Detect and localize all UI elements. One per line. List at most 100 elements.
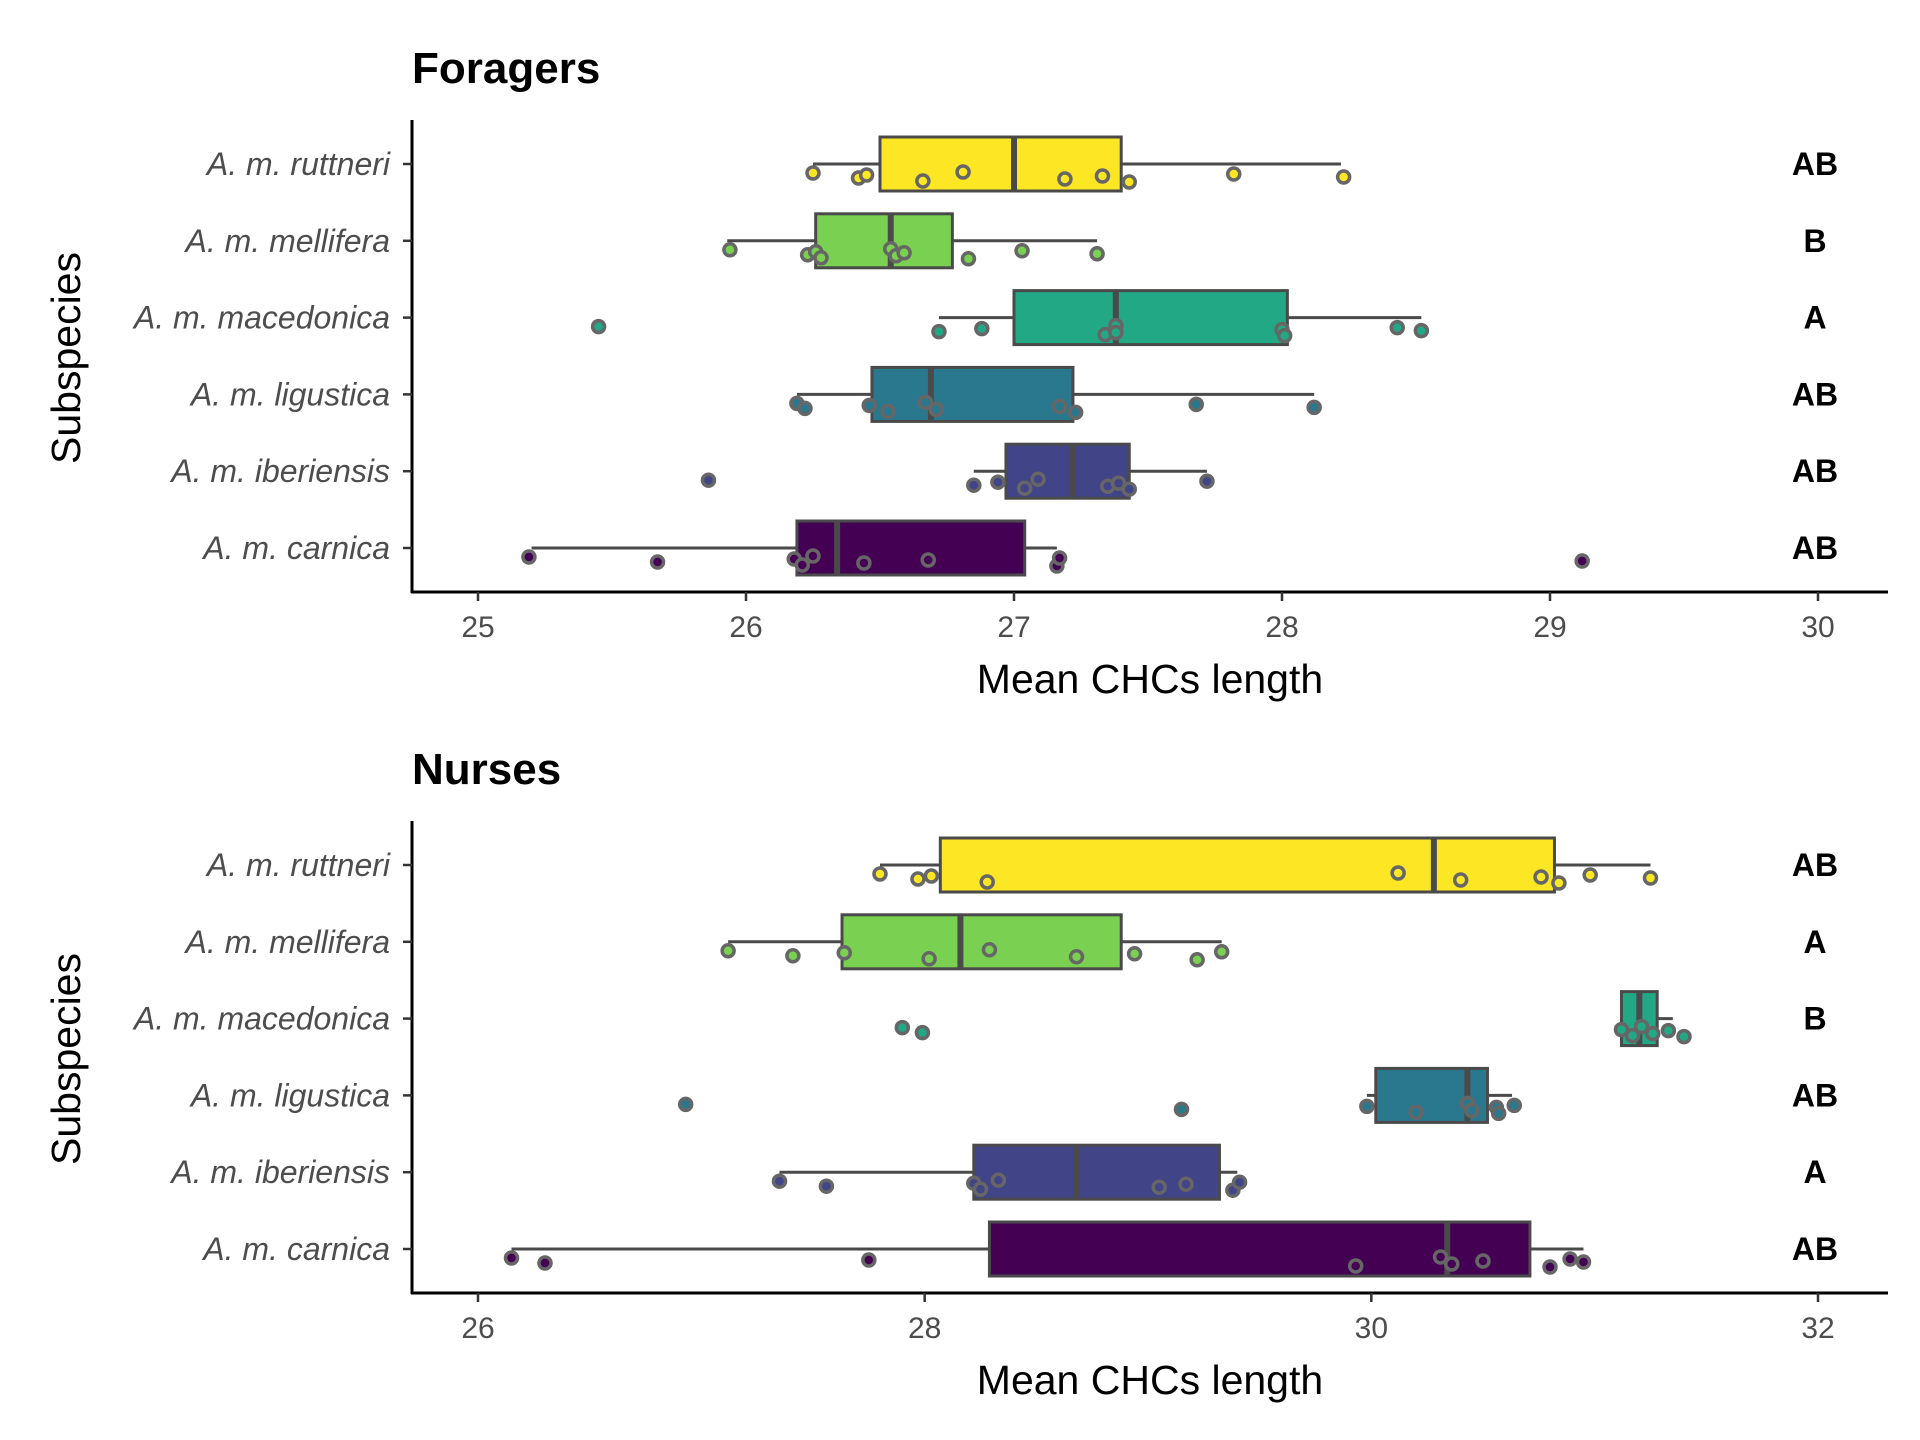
foragers-data-point: [1335, 169, 1352, 185]
foragers-significance-letter: AB: [1792, 453, 1838, 489]
foragers-data-point: [974, 320, 990, 337]
nurses-data-point: [771, 1173, 788, 1189]
foragers-category-label: A. m. mellifera: [184, 223, 390, 259]
foragers-data-point: [1094, 168, 1111, 184]
nurses-panel-title: Nurses: [412, 745, 561, 794]
nurses-data-point: [1676, 1028, 1692, 1045]
nurses-category-label: A. m. carnica: [201, 1231, 390, 1267]
nurses-x-tick-label: 32: [1801, 1312, 1834, 1345]
nurses-data-point: [1359, 1098, 1375, 1115]
nurses-data-point: [720, 943, 736, 959]
foragers-x-tick-label: 30: [1801, 611, 1834, 644]
foragers-data-point: [1089, 246, 1105, 262]
nurses-y-axis-label: Subspecies: [43, 953, 89, 1165]
nurses-data-point: [861, 1252, 877, 1268]
nurses-data-point: [1575, 1254, 1592, 1270]
nurses-data-point: [1660, 1022, 1677, 1039]
foragers-box: [795, 519, 1027, 577]
foragers-x-axis-label: Mean CHCs length: [977, 656, 1323, 702]
nurses-data-point: [1506, 1097, 1523, 1114]
nurses-data-point: [990, 1172, 1007, 1188]
nurses-data-point: [1551, 875, 1567, 891]
foragers-data-point: [1413, 322, 1430, 339]
nurses-data-point: [836, 945, 853, 961]
nurses-data-point: [1151, 1179, 1167, 1195]
nurses-data-point: [1068, 949, 1085, 965]
nurses-data-point: [1582, 867, 1598, 883]
nurses-data-point: [1408, 1104, 1424, 1121]
nurses-data-point: [1624, 1027, 1641, 1044]
nurses-x-tick-label: 30: [1355, 1312, 1388, 1345]
nurses-data-point: [1432, 1249, 1449, 1265]
nurses-data-point: [1390, 865, 1406, 881]
nurses-x-axis-label: Mean CHCs length: [977, 1357, 1323, 1403]
foragers-significance-letter: AB: [1792, 530, 1838, 566]
nurses-data-point: [1475, 1253, 1491, 1269]
nurses-category-label: A. m. mellifera: [184, 924, 390, 960]
nurses-data-point: [1347, 1258, 1364, 1274]
nurses-box: [938, 836, 1556, 894]
nurses-data-point: [981, 942, 998, 958]
nurses-box: [972, 1143, 1221, 1201]
foragers-data-point: [1121, 174, 1137, 190]
nurses-data-point: [1490, 1105, 1507, 1122]
nurses-data-point: [910, 871, 926, 887]
foragers-data-point: [1188, 396, 1204, 413]
nurses-data-point: [872, 866, 888, 882]
foragers-x-tick-label: 29: [1533, 611, 1566, 644]
nurses-significance-letter: AB: [1792, 1077, 1838, 1113]
foragers-data-point: [955, 164, 971, 180]
foragers-data-point: [649, 554, 666, 570]
foragers-data-point: [1226, 166, 1242, 182]
foragers-data-point: [1199, 473, 1215, 489]
nurses-data-point: [503, 1250, 520, 1266]
nurses-data-point: [1231, 1174, 1248, 1190]
foragers-box: [878, 135, 1123, 193]
foragers-data-point: [1030, 471, 1046, 487]
nurses-data-point: [1213, 944, 1230, 960]
nurses-x-tick-label: 26: [461, 1312, 494, 1345]
foragers-data-point: [990, 474, 1006, 490]
foragers-data-point: [1014, 243, 1030, 259]
nurses-data-point: [1542, 1259, 1558, 1275]
foragers-panel: Foragers Mean CHCs length Subspecies 25 2…: [43, 44, 1888, 702]
foragers-data-point: [920, 552, 936, 568]
foragers-category-label: A. m. ligustica: [189, 376, 390, 412]
nurses-category-label: A. m. iberiensis: [169, 1154, 390, 1190]
foragers-data-point: [813, 250, 829, 266]
nurses-significance-letter: A: [1803, 1154, 1826, 1190]
foragers-data-point: [1051, 398, 1068, 415]
nurses-data-point: [921, 951, 937, 967]
foragers-significance-letter: AB: [1792, 376, 1838, 412]
nurses-data-point: [677, 1096, 694, 1113]
foragers-data-point: [722, 242, 738, 258]
foragers-panel-title: Foragers: [412, 44, 600, 93]
foragers-data-point: [521, 549, 537, 565]
nurses-significance-letter: AB: [1792, 847, 1838, 883]
foragers-data-point: [1108, 324, 1124, 341]
nurses-data-point: [894, 1019, 911, 1036]
foragers-data-point: [794, 557, 811, 573]
foragers-data-point: [880, 403, 896, 420]
nurses-data-point: [1189, 952, 1205, 968]
nurses-category-label: A. m. macedonica: [132, 1001, 390, 1037]
foragers-data-point: [966, 477, 982, 493]
nurses-box: [987, 1220, 1532, 1278]
foragers-data-point: [1276, 327, 1293, 344]
nurses-data-point: [914, 1024, 931, 1041]
nurses-category-label: A. m. ligustica: [189, 1077, 390, 1113]
nurses-data-point: [537, 1255, 553, 1271]
nurses-significance-letter: A: [1803, 924, 1826, 960]
nurses-data-point: [1613, 1021, 1630, 1038]
nurses-data-point: [1443, 1256, 1460, 1272]
foragers-box: [814, 212, 954, 270]
nurses-data-point: [818, 1178, 835, 1194]
nurses-data-point: [923, 868, 940, 884]
nurses-plot-area: 26 28 30 32A. m. ruttneri ABA. m. mellifera A…: [132, 821, 1888, 1345]
nurses-data-point: [1633, 1018, 1650, 1035]
nurses-panel: Nurses Mean CHCs length Subspecies 26 28 3…: [43, 745, 1888, 1403]
nurses-data-point: [1452, 872, 1469, 888]
foragers-data-point: [1051, 550, 1068, 566]
foragers-plot-area: 25 26 27 28 29 30A. m. ruttneri ABA. m. mellif…: [132, 120, 1888, 644]
